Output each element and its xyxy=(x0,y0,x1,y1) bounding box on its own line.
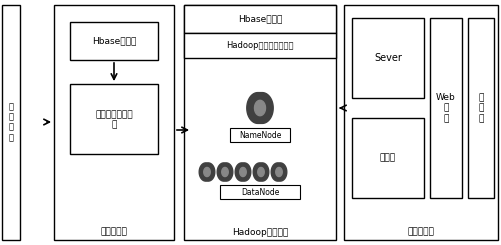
Text: 输入文件流处理
类: 输入文件流处理 类 xyxy=(95,110,133,130)
Polygon shape xyxy=(271,163,286,181)
Text: Hbase客户端: Hbase客户端 xyxy=(92,37,136,46)
Bar xyxy=(343,5,497,240)
Bar xyxy=(184,5,335,240)
Bar xyxy=(184,5,335,33)
Polygon shape xyxy=(246,93,273,123)
Polygon shape xyxy=(199,163,214,181)
Text: 显
示
屏: 显 示 屏 xyxy=(477,93,483,123)
Polygon shape xyxy=(275,167,282,177)
Bar xyxy=(351,118,423,198)
Text: 数据块: 数据块 xyxy=(379,154,395,162)
Bar xyxy=(351,18,423,98)
Text: 存储客户端: 存储客户端 xyxy=(100,228,127,236)
Text: Web
后
台: Web 后 台 xyxy=(435,93,455,123)
Text: Hadoop分布式基础框架: Hadoop分布式基础框架 xyxy=(226,40,293,49)
Text: 输出显示端: 输出显示端 xyxy=(407,228,433,236)
Bar xyxy=(184,33,335,58)
Text: 电
网
数
据: 电 网 数 据 xyxy=(9,102,14,142)
Bar xyxy=(219,185,300,199)
Polygon shape xyxy=(203,167,210,177)
Text: NameNode: NameNode xyxy=(238,131,281,139)
Text: Hadoop系统平台: Hadoop系统平台 xyxy=(231,228,288,236)
Bar xyxy=(429,18,461,198)
Bar xyxy=(467,18,493,198)
Bar xyxy=(229,128,290,142)
Bar xyxy=(2,5,20,240)
Polygon shape xyxy=(239,167,246,177)
Polygon shape xyxy=(217,163,232,181)
Polygon shape xyxy=(221,167,228,177)
Polygon shape xyxy=(253,163,268,181)
Bar xyxy=(54,5,174,240)
Polygon shape xyxy=(254,100,265,116)
Polygon shape xyxy=(235,163,250,181)
Text: Hbase数据库: Hbase数据库 xyxy=(237,14,282,24)
Bar xyxy=(70,22,158,60)
Text: Sever: Sever xyxy=(373,53,401,63)
Bar xyxy=(70,84,158,154)
Polygon shape xyxy=(257,167,264,177)
Text: DataNode: DataNode xyxy=(240,187,279,196)
